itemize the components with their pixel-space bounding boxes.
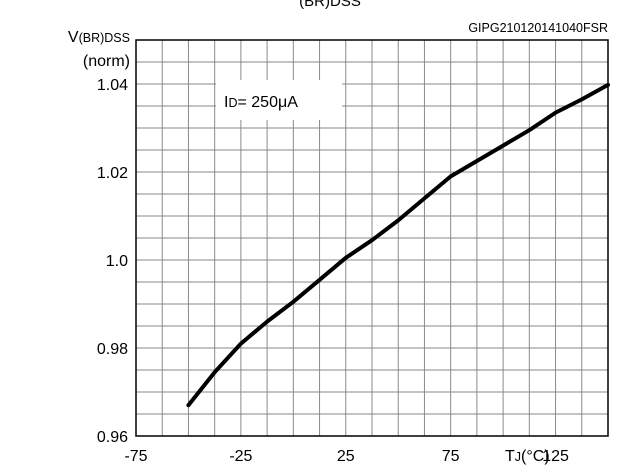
y-tick-label: 1.0 — [106, 253, 128, 270]
x-axis-label: TJ(°C) — [505, 448, 550, 465]
y-axis-ticks: 0.96 0.98 1.0 1.02 1.04 — [97, 77, 128, 446]
chart-title-fragment: (BR)DSS — [299, 0, 361, 10]
series-line — [186, 82, 610, 408]
x-tick-label: 25 — [337, 448, 355, 465]
annotation-value: = 250μA — [237, 94, 298, 111]
x-axis-label-sub: J — [515, 450, 521, 464]
annotation-main: I — [224, 94, 228, 111]
y-tick-label: 0.98 — [97, 341, 128, 358]
x-axis-ticks: -75 -25 25 75 125 — [124, 448, 569, 465]
annotation-sub: D — [228, 96, 237, 110]
y-tick-label: 1.02 — [97, 165, 128, 182]
x-tick-label: -25 — [229, 448, 252, 465]
y-tick-label: 1.04 — [97, 77, 128, 94]
x-axis-label-main: T — [505, 448, 515, 465]
y-axis-label-main: V — [68, 29, 79, 46]
annotation-text: ID= 250μA — [224, 94, 298, 111]
x-tick-label: 125 — [542, 448, 569, 465]
x-axis-label-unit: (°C) — [521, 448, 550, 465]
y-axis-label: V(BR)DSS — [68, 29, 130, 46]
y-axis-label-sub: (BR)DSS — [79, 31, 130, 45]
x-tick-label: -75 — [124, 448, 147, 465]
annotation-box — [216, 80, 342, 120]
series-layer — [186, 82, 610, 408]
figure-code: GIPG210120141040FSR — [468, 21, 608, 35]
plot-area-border — [135, 39, 609, 437]
y-tick-label: 0.96 — [97, 429, 128, 446]
x-tick-label: 75 — [442, 448, 460, 465]
y-axis-unit: (norm) — [83, 53, 130, 70]
